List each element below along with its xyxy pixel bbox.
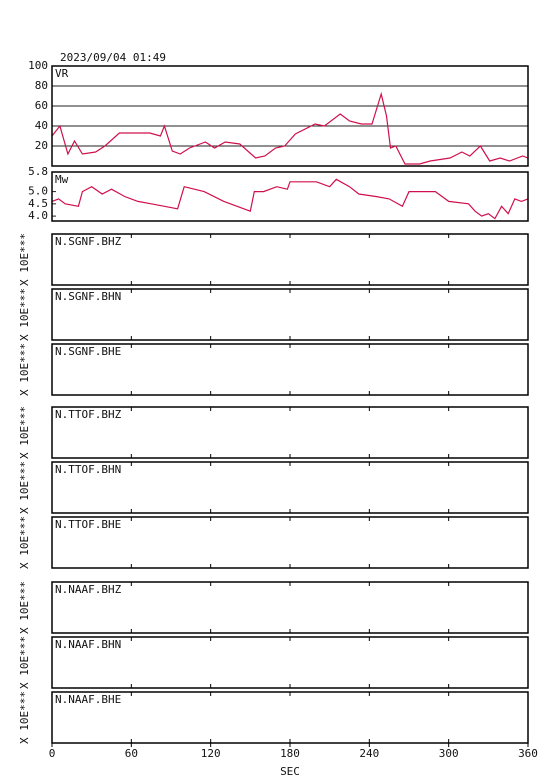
scale-label: X 10E*** [18,406,31,459]
panel-label: VR [55,67,69,80]
trace-name: N.TTOF.BHN [55,463,121,476]
data-line [51,91,529,165]
trace-name: N.SGNF.BHN [55,290,121,303]
x-tick-label: 0 [49,747,56,760]
panel-frame [51,65,529,167]
y-tick-label: 20 [35,139,48,152]
scale-label: X 10E*** [18,288,31,341]
x-axis-label: SEC [280,765,300,778]
panel-frame [51,171,529,222]
chart-title: 2023/09/04 01:49 [60,51,166,64]
x-tick-label: 240 [359,747,379,760]
trace-frame [51,461,529,514]
x-tick-label: 180 [280,747,300,760]
x-tick-label: 360 [518,747,538,760]
trace-name: N.SGNF.BHE [55,345,121,358]
trace-frame [51,516,529,569]
y-tick-label: 80 [35,79,48,92]
y-tick-label: 60 [35,99,48,112]
trace-frame [51,636,529,689]
y-tick-label: 5.8 [28,165,48,178]
trace-frame [51,406,529,459]
trace-name: N.NAAF.BHZ [55,583,122,596]
x-tick-label: 60 [125,747,138,760]
x-tick-label: 120 [201,747,221,760]
scale-label: X 10E*** [18,343,31,396]
data-line [51,178,529,220]
trace-name: N.SGNF.BHZ [55,235,122,248]
y-tick-label: 40 [35,119,48,132]
trace-name: N.TTOF.BHE [55,518,121,531]
y-tick-label: 5.0 [28,185,48,198]
y-tick-label: 100 [28,59,48,72]
panel-label: Mw [55,173,69,186]
scale-label: X 10E*** [18,516,31,569]
trace-frame [51,343,529,396]
scale-label: X 10E*** [18,581,31,634]
trace-frame [51,581,529,634]
y-tick-label: 4.0 [28,209,48,222]
y-tick-label: 4.5 [28,197,48,210]
x-tick-label: 300 [439,747,459,760]
scale-label: X 10E*** [18,461,31,514]
trace-name: N.NAAF.BHN [55,638,121,651]
trace-frame [51,233,529,286]
trace-frame [51,691,529,744]
trace-name: N.TTOF.BHZ [55,408,122,421]
scale-label: X 10E*** [18,691,31,744]
trace-frame [51,288,529,341]
scale-label: X 10E*** [18,233,31,286]
scale-label: X 10E*** [18,636,31,689]
trace-name: N.NAAF.BHE [55,693,121,706]
